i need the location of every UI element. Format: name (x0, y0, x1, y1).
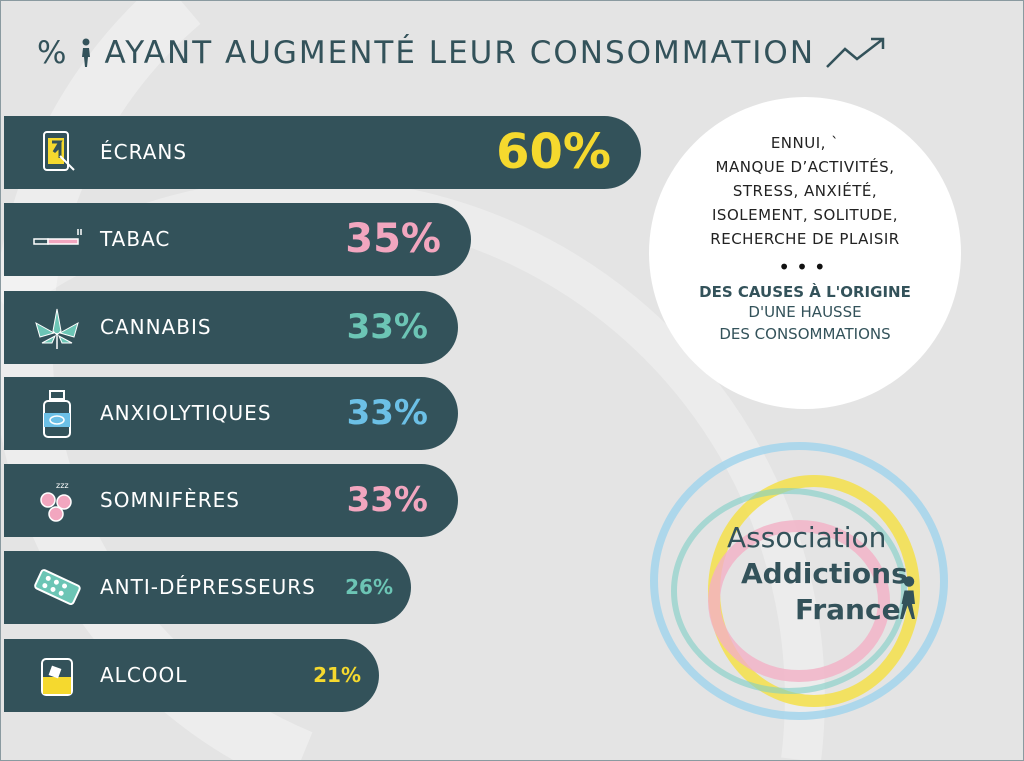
logo-line-1: Association (727, 521, 887, 554)
dots-separator: ••• (778, 255, 832, 279)
bar-value-label: 60% (496, 124, 611, 180)
bar-value-label: 33% (346, 480, 428, 520)
logo-line-2: Addictions (741, 557, 908, 590)
cause-line: ISOLEMENT, SOLITUDE, (712, 206, 898, 224)
title-text: AYANT AUGMENTÉ LEUR CONSOMMATION (104, 35, 816, 71)
causes-conclusion-bold: DES CAUSES À L'ORIGINE (699, 283, 911, 301)
whisky-glass-icon (41, 658, 73, 696)
bar-label: CANNABIS (100, 315, 212, 339)
bar-cannabis: CANNABIS 33% (4, 291, 458, 364)
bar-label: SOMNIFÈRES (100, 488, 240, 512)
bar-value-label: 33% (346, 307, 428, 347)
association-logo: Association Addictions France (649, 441, 949, 721)
bar-value-label: 21% (313, 663, 361, 687)
bar-somnifères: zzz SOMNIFÈRES 33% (4, 464, 458, 537)
cause-line: RECHERCHE DE PLAISIR (710, 230, 900, 248)
bar-anti-dépresseurs: ANTI-DÉPRESSEURS 26% (4, 551, 411, 624)
causes-conclusion-line: D'UNE HAUSSE (748, 303, 862, 321)
trend-up-icon (826, 37, 885, 68)
sleeping-pills-icon: zzz (40, 481, 72, 522)
bar-value-label: 33% (346, 393, 428, 433)
cause-line: ENNUI, ` (770, 134, 840, 152)
medicine-bottle-icon (43, 390, 71, 438)
logo-rings (650, 442, 948, 720)
causes-conclusion-line: DES CONSOMMATIONS (719, 325, 891, 343)
cause-line: STRESS, ANXIÉTÉ, (732, 182, 878, 200)
bar-value-label: 26% (345, 575, 393, 599)
title-prefix: % (37, 35, 69, 71)
bar-label: ANTI-DÉPRESSEURS (100, 575, 316, 599)
walking-person-icon (900, 576, 915, 619)
bar-label: ANXIOLYTIQUES (100, 401, 272, 425)
page-title: % AYANT AUGMENTÉ LEUR CONSOMMATION (37, 35, 889, 71)
bar-tabac: TABAC 35% (4, 203, 471, 276)
cause-line: MANQUE D’ACTIVITÉS, (715, 158, 895, 176)
svg-text:zzz: zzz (56, 481, 69, 490)
bar-écrans: ÉCRANS 60% (4, 116, 641, 189)
logo-line-3: France (795, 593, 901, 626)
bar-label: ALCOOL (100, 663, 188, 687)
walking-person-icon (82, 38, 91, 67)
pill-blister-icon (34, 569, 81, 606)
cannabis-leaf-icon (35, 308, 79, 349)
bar-alcool: ALCOOL 21% (4, 639, 379, 712)
bar-anxiolytiques: ANXIOLYTIQUES 33% (4, 377, 458, 450)
bar-value-label: 35% (345, 216, 441, 262)
bar-label: ÉCRANS (100, 140, 188, 164)
bar-label: TABAC (100, 227, 171, 251)
tablet-icon (43, 131, 75, 171)
causes-circle: ENNUI, ` MANQUE D’ACTIVITÉS, STRESS, ANXIÉ… (649, 97, 961, 409)
cigarette-icon (33, 229, 82, 245)
